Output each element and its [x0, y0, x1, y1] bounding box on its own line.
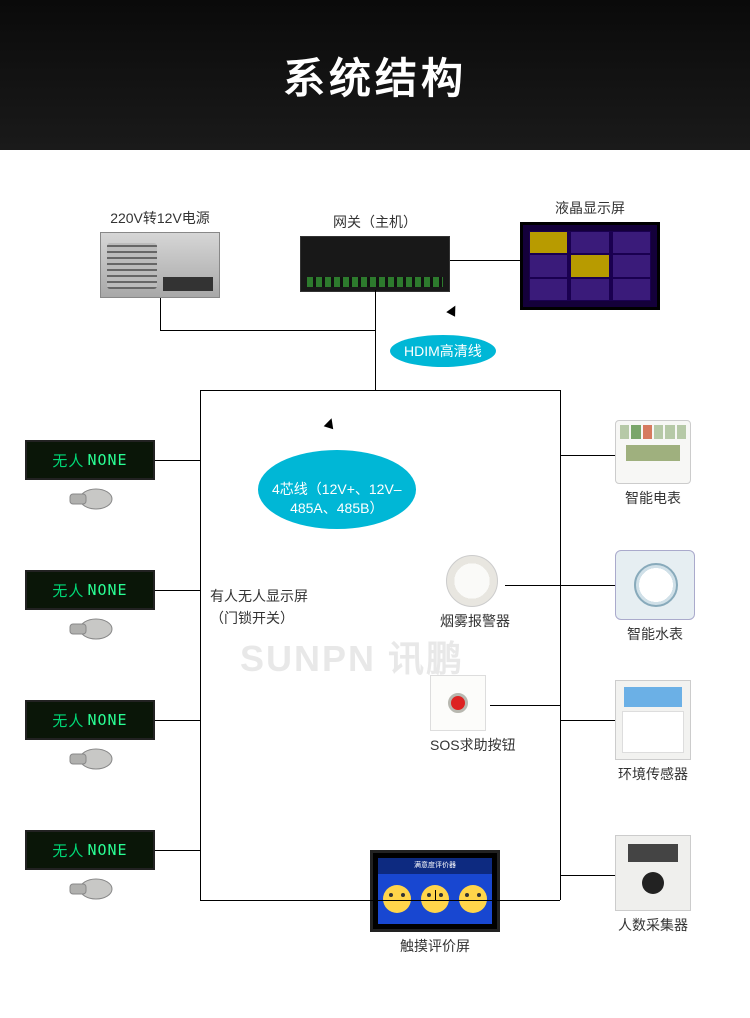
- smoke-device: [440, 555, 504, 607]
- smoke-label: 烟雾报警器: [440, 611, 510, 631]
- counter-node: 人数采集器: [615, 835, 691, 935]
- hdmi-text: HDIM高清线: [404, 343, 482, 359]
- lock-icon-4: [66, 874, 114, 904]
- emoji-happy: [383, 885, 411, 913]
- emeter-device: [615, 420, 691, 484]
- emoji-sad: [459, 885, 487, 913]
- wmeter-node: 智能水表: [615, 550, 695, 644]
- led-display-1: 无人NONE: [25, 440, 155, 480]
- psu-node: 220V转12V电源: [100, 208, 220, 298]
- wmeter-label: 智能水表: [615, 624, 695, 644]
- bus-pill: 4芯线（12V+、12V– 485A、485B）: [258, 450, 416, 529]
- page-title: 系统结构: [283, 45, 467, 106]
- led-node-1: 无人NONE: [25, 440, 155, 519]
- sos-node: SOS求助按钮: [430, 675, 516, 755]
- wmeter-device: [615, 550, 695, 620]
- lock-icon-2: [66, 614, 114, 644]
- emeter-label: 智能电表: [615, 488, 691, 508]
- psu-device: [100, 232, 220, 298]
- header-banner: 系统结构: [0, 0, 750, 150]
- smoke-node: 烟雾报警器: [440, 555, 510, 631]
- gateway-label: 网关（主机）: [300, 212, 450, 232]
- env-node: 环境传感器: [615, 680, 691, 784]
- emeter-node: 智能电表: [615, 420, 691, 508]
- env-device: [615, 680, 691, 760]
- led-node-2: 无人NONE: [25, 570, 155, 649]
- display-desc: 有人无人显示屏 （门锁开关）: [210, 585, 308, 630]
- bus-arrow: [324, 417, 337, 430]
- led-node-3: 无人NONE: [25, 700, 155, 779]
- hdmi-arrow: [446, 303, 460, 317]
- led-node-4: 无人NONE: [25, 830, 155, 909]
- lcd-label: 液晶显示屏: [520, 198, 660, 218]
- system-diagram: 220V转12V电源 网关（主机） 液晶显示屏 HDIM高清线 4芯线（12V+…: [0, 150, 750, 1018]
- env-label: 环境传感器: [615, 764, 691, 784]
- touch-node: 满意度评价器 触摸评价屏: [370, 850, 500, 956]
- touch-label: 触摸评价屏: [370, 936, 500, 956]
- sos-device: [430, 675, 486, 731]
- hdmi-pill: HDIM高清线: [390, 335, 496, 367]
- led-display-2: 无人NONE: [25, 570, 155, 610]
- gateway-device: [300, 236, 450, 292]
- counter-device: [615, 835, 691, 911]
- led-display-4: 无人NONE: [25, 830, 155, 870]
- psu-label: 220V转12V电源: [100, 208, 220, 228]
- gateway-node: 网关（主机）: [300, 212, 450, 292]
- lcd-device: [520, 222, 660, 310]
- lock-icon-1: [66, 484, 114, 514]
- bus-text: 4芯线（12V+、12V– 485A、485B）: [272, 481, 402, 517]
- lock-icon-3: [66, 744, 114, 774]
- lcd-node: 液晶显示屏: [520, 198, 660, 310]
- led-display-3: 无人NONE: [25, 700, 155, 740]
- sos-label: SOS求助按钮: [430, 735, 516, 755]
- counter-label: 人数采集器: [615, 915, 691, 935]
